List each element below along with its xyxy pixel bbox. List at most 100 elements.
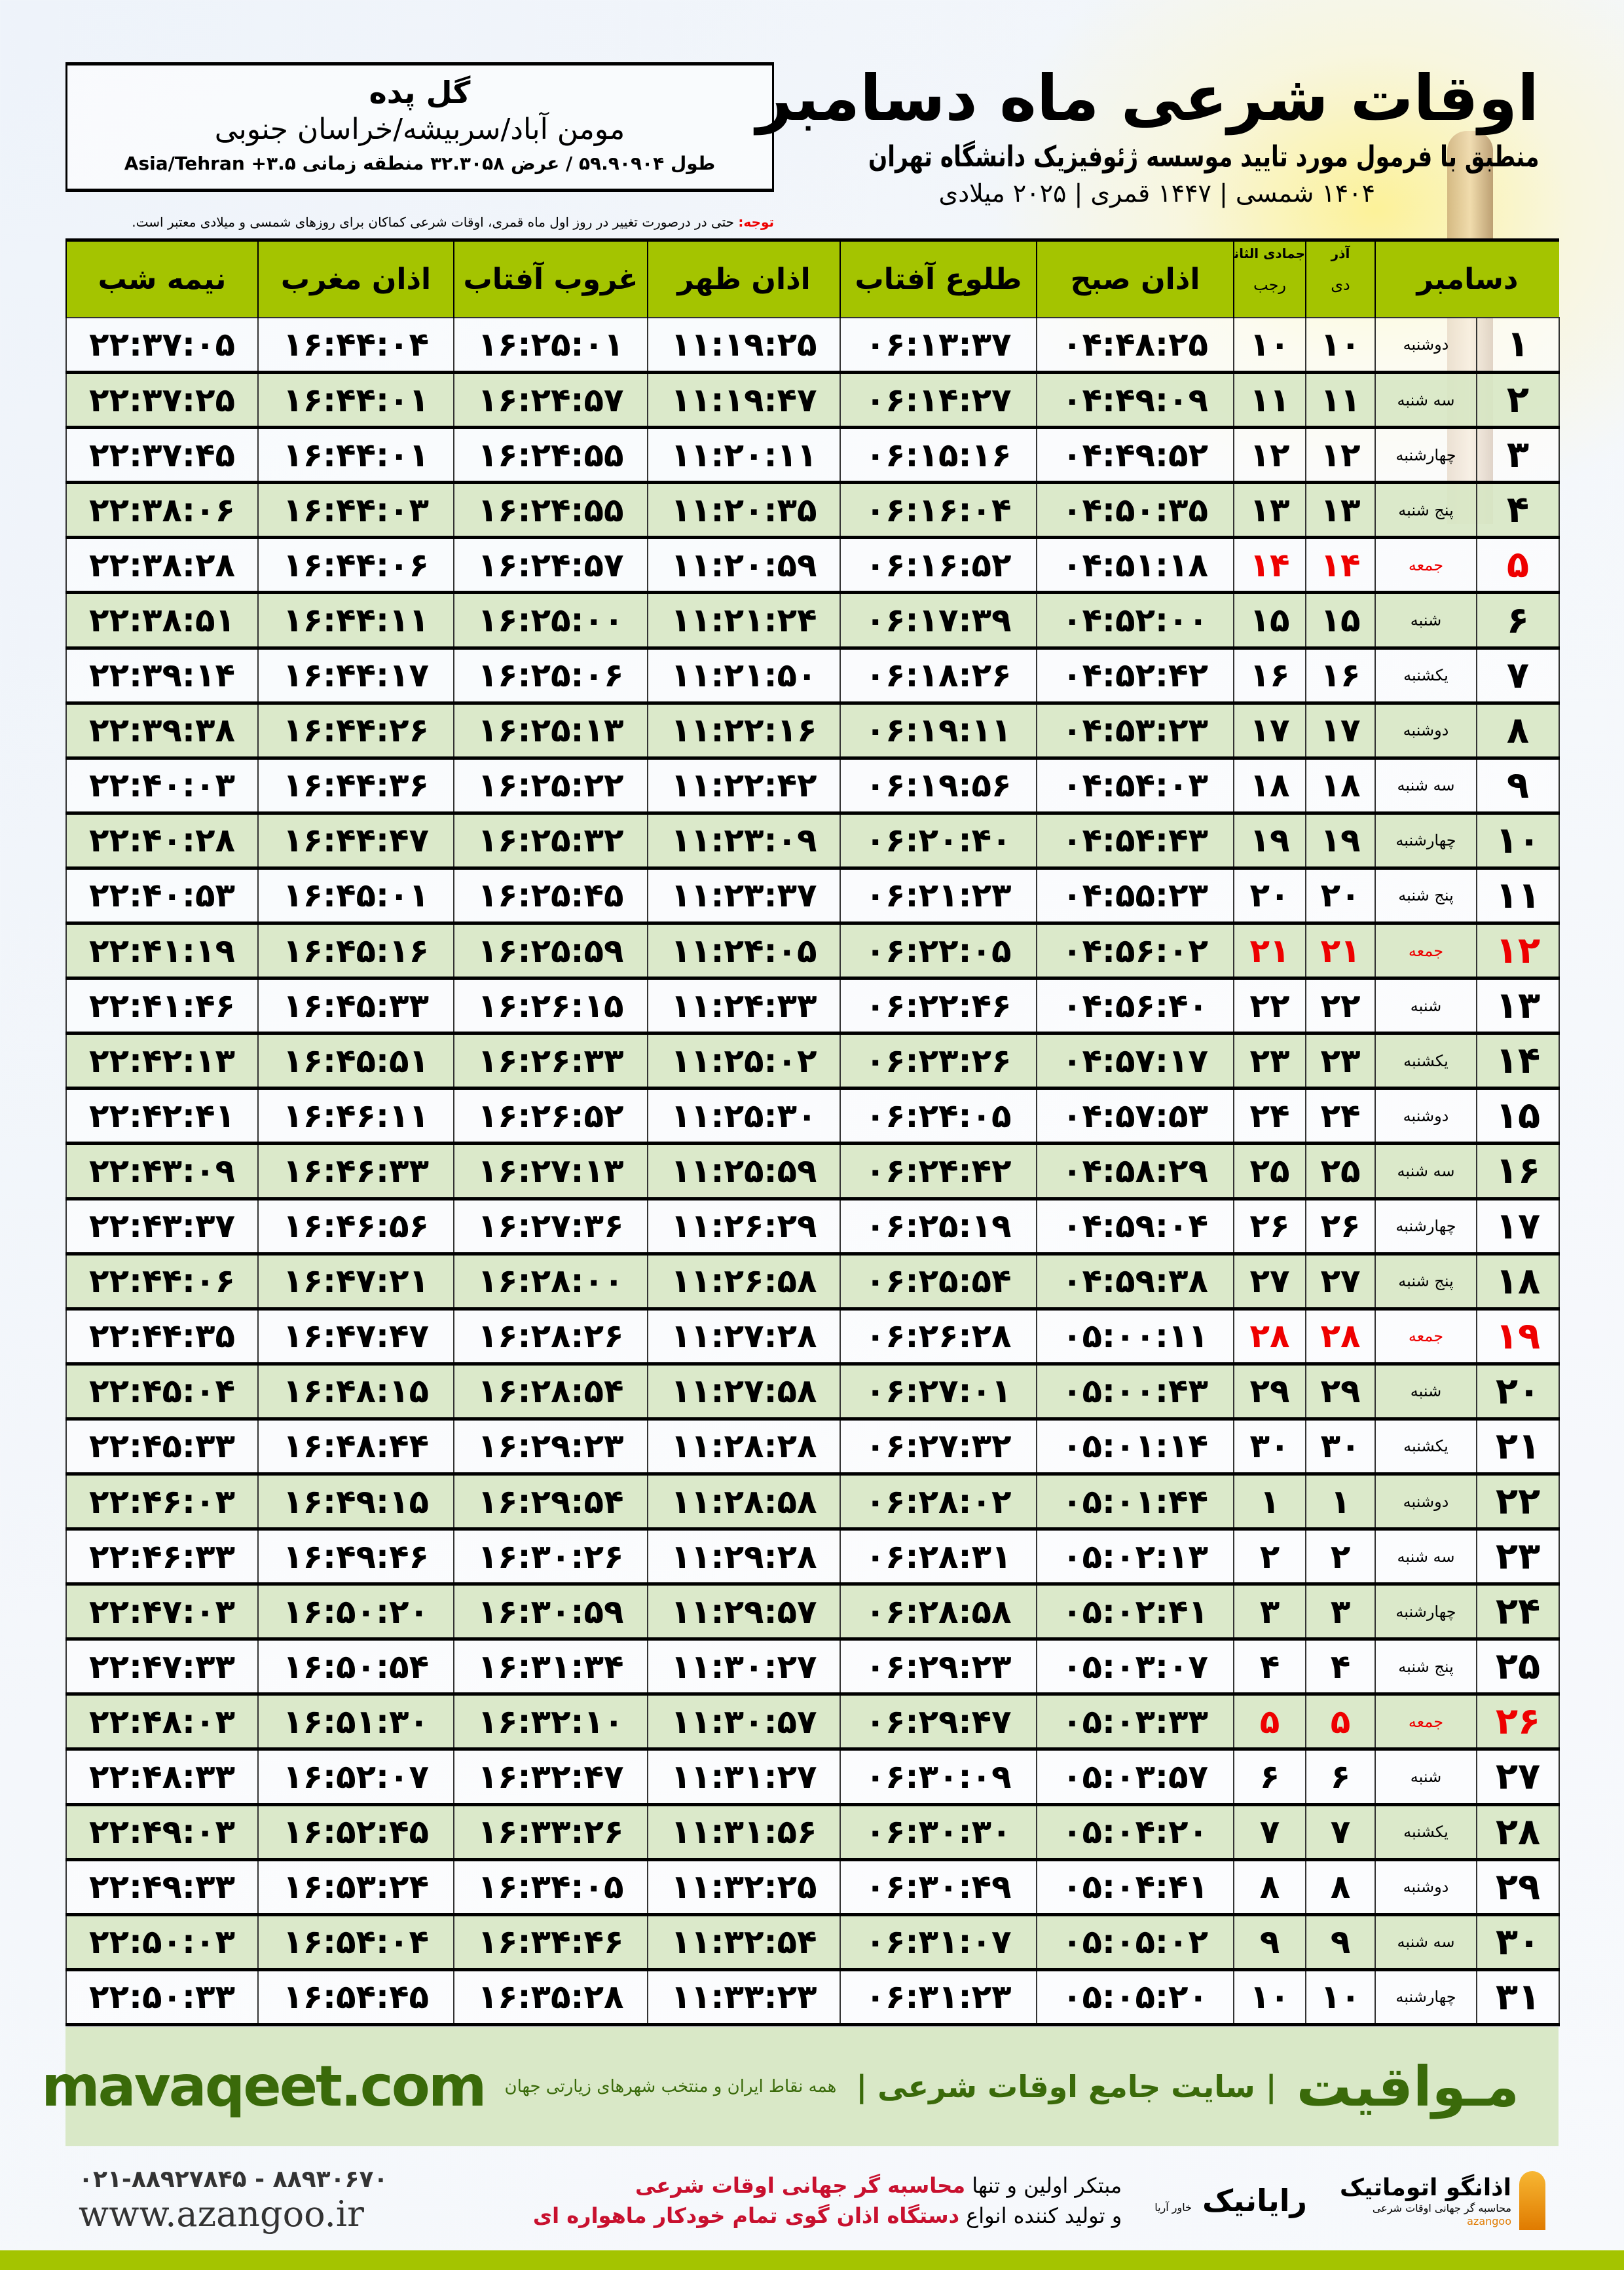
azangoo-link[interactable]: www.azangoo.ir — [79, 2193, 364, 2235]
qamari-day: ۲ — [1233, 1528, 1306, 1586]
sobh-time: ۰۴:۵۹:۳۸ — [1036, 1253, 1234, 1311]
table-row: ۱۷ چهارشنبه ۲۶ ۲۶ ۰۴:۵۹:۰۴ ۰۶:۲۵:۱۹ ۱۱:۲۶:۲۹ ۱۶… — [65, 1197, 1560, 1256]
nimeshab-time: ۲۲:۳۹:۱۴ — [65, 647, 259, 705]
maghreb-time: ۱۶:۵۰:۲۰ — [257, 1583, 454, 1641]
shamsi-day: ۲ — [1305, 1528, 1376, 1586]
nimeshab-time: ۲۲:۴۹:۰۳ — [65, 1804, 259, 1861]
zohr-time: ۱۱:۲۵:۵۹ — [647, 1142, 841, 1200]
tolu-time: ۰۶:۲۴:۰۵ — [840, 1087, 1037, 1145]
sobh-time: ۰۵:۰۳:۵۷ — [1036, 1748, 1234, 1806]
sobh-time: ۰۵:۰۱:۴۴ — [1036, 1473, 1234, 1531]
note-text: حتی در درصورت تغییر در روز اول ماه قمری،… — [132, 214, 739, 230]
tolu-time: ۰۶:۳۰:۰۹ — [840, 1748, 1037, 1806]
weekday: سه شنبه — [1374, 757, 1478, 815]
header-shamsi-sub: دی — [1331, 276, 1350, 294]
day-number: ۲۵ — [1476, 1638, 1560, 1696]
shamsi-day: ۱۸ — [1305, 757, 1376, 815]
zohr-time: ۱۱:۳۱:۲۷ — [647, 1748, 841, 1806]
sobh-time: ۰۴:۵۷:۵۳ — [1036, 1087, 1234, 1145]
day-number: ۲۴ — [1476, 1583, 1560, 1641]
table-body: ۱ دوشنبه ۱۰ ۱۰ ۰۴:۴۸:۲۵ ۰۶:۱۳:۳۷ ۱۱:۱۹:۲۵ ۱۶:۲۵… — [65, 316, 1560, 2026]
azangoo-logo-text: اذانگو اتوماتیک — [1339, 2174, 1511, 2202]
zohr-time: ۱۱:۲۷:۲۸ — [647, 1308, 841, 1366]
weekday: پنج شنبه — [1374, 481, 1478, 540]
location-coords: طول ۵۹.۹۰۹۰۴ / عرض ۳۲.۳۰۵۸ منطقه زمانی ۳… — [124, 153, 716, 174]
nimeshab-time: ۲۲:۴۱:۱۹ — [65, 922, 259, 980]
maghreb-time: ۱۶:۴۴:۲۶ — [257, 702, 454, 760]
sobh-time: ۰۵:۰۱:۱۴ — [1036, 1418, 1234, 1476]
location-box: گل پده مومن آباد/سربیشه/خراسان جنوبی طول… — [65, 62, 774, 192]
day-number: ۲۰ — [1476, 1363, 1560, 1421]
zohr-time: ۱۱:۲۹:۵۷ — [647, 1583, 841, 1641]
shamsi-day: ۲۲ — [1305, 977, 1376, 1035]
maghreb-time: ۱۶:۴۶:۱۱ — [257, 1087, 454, 1145]
sobh-time: ۰۴:۴۹:۵۲ — [1036, 426, 1234, 485]
ghorub-time: ۱۶:۲۵:۵۹ — [453, 922, 648, 980]
tolu-time: ۰۶:۱۴:۲۷ — [840, 371, 1037, 430]
zohr-time: ۱۱:۳۲:۵۴ — [647, 1914, 841, 1971]
qamari-day: ۲۴ — [1233, 1087, 1306, 1145]
weekday: سه شنبه — [1374, 1142, 1478, 1200]
table-row: ۲۷ شنبه ۶ ۶ ۰۵:۰۳:۵۷ ۰۶:۳۰:۰۹ ۱۱:۳۱:۲۷ ۱۶:۳۲:۴۷… — [65, 1748, 1560, 1806]
qamari-day: ۱۲ — [1233, 426, 1306, 485]
day-number: ۸ — [1476, 702, 1560, 760]
nimeshab-time: ۲۲:۳۹:۳۸ — [65, 702, 259, 760]
table-row: ۲۰ شنبه ۲۹ ۲۹ ۰۵:۰۰:۴۳ ۰۶:۲۷:۰۱ ۱۱:۲۷:۵۸ ۱۶:۲۸:… — [65, 1363, 1560, 1421]
weekday: سه شنبه — [1374, 1914, 1478, 1971]
mavaqeet-link[interactable]: mavaqeet.com — [41, 2054, 487, 2119]
qamari-day: ۲۲ — [1233, 977, 1306, 1035]
weekday: پنج شنبه — [1374, 1638, 1478, 1696]
nimeshab-time: ۲۲:۴۴:۰۶ — [65, 1253, 259, 1311]
ad-text: مبتکر اولین و تنها محاسبه گر جهانی اوقات… — [533, 2170, 1122, 2231]
maghreb-time: ۱۶:۵۳:۲۴ — [257, 1859, 454, 1916]
ghorub-time: ۱۶:۲۵:۱۳ — [453, 702, 648, 760]
table-header-row: دسامبر آذر دی جمادی الثانی رجب اذان صبح طل… — [65, 238, 1560, 318]
day-number: ۱۴ — [1476, 1032, 1560, 1090]
qamari-day: ۲۱ — [1233, 922, 1306, 980]
zohr-time: ۱۱:۲۸:۵۸ — [647, 1473, 841, 1531]
day-number: ۲۶ — [1476, 1693, 1560, 1751]
day-number: ۱۹ — [1476, 1308, 1560, 1366]
nimeshab-time: ۲۲:۴۷:۰۳ — [65, 1583, 259, 1641]
qamari-day: ۱۱ — [1233, 371, 1306, 430]
qamari-day: ۲۵ — [1233, 1142, 1306, 1200]
qamari-day: ۱ — [1233, 1473, 1306, 1531]
sobh-time: ۰۵:۰۲:۱۳ — [1036, 1528, 1234, 1586]
table-row: ۱ دوشنبه ۱۰ ۱۰ ۰۴:۴۸:۲۵ ۰۶:۱۳:۳۷ ۱۱:۱۹:۲۵ ۱۶:۲۵… — [65, 316, 1560, 375]
ghorub-time: ۱۶:۲۴:۵۷ — [453, 536, 648, 595]
weekday: دوشنبه — [1374, 1859, 1478, 1916]
ghorub-time: ۱۶:۳۲:۴۷ — [453, 1748, 648, 1806]
table-row: ۵ جمعه ۱۴ ۱۴ ۰۴:۵۱:۱۸ ۰۶:۱۶:۵۲ ۱۱:۲۰:۵۹ ۱۶:۲۴:۵… — [65, 536, 1560, 595]
sobh-time: ۰۴:۴۹:۰۹ — [1036, 371, 1234, 430]
sobh-time: ۰۵:۰۰:۴۳ — [1036, 1363, 1234, 1421]
header-shamsi: آذر دی — [1305, 238, 1375, 318]
qamari-day: ۲۷ — [1233, 1253, 1306, 1311]
shamsi-day: ۲۹ — [1305, 1363, 1376, 1421]
qamari-day: ۱۵ — [1233, 591, 1306, 650]
qamari-day: ۲۸ — [1233, 1308, 1306, 1366]
nimeshab-time: ۲۲:۴۴:۳۵ — [65, 1308, 259, 1366]
shamsi-day: ۱۰ — [1305, 316, 1376, 375]
rayanik-text: رایانیک — [1202, 2183, 1307, 2218]
tolu-time: ۰۶:۳۰:۳۰ — [840, 1804, 1037, 1861]
sobh-time: ۰۵:۰۵:۲۰ — [1036, 1969, 1234, 2026]
weekday: پنج شنبه — [1374, 867, 1478, 925]
ghorub-time: ۱۶:۲۴:۵۵ — [453, 481, 648, 540]
maghreb-time: ۱۶:۴۶:۵۶ — [257, 1197, 454, 1256]
zohr-time: ۱۱:۲۴:۰۵ — [647, 922, 841, 980]
azangoo-logo-latin: azangoo — [1467, 2214, 1511, 2227]
day-number: ۱۱ — [1476, 867, 1560, 925]
shamsi-day: ۱۳ — [1305, 481, 1376, 540]
ghorub-time: ۱۶:۲۵:۳۲ — [453, 812, 648, 870]
shamsi-day: ۵ — [1305, 1693, 1376, 1751]
tolu-time: ۰۶:۱۸:۲۶ — [840, 647, 1037, 705]
weekday: شنبه — [1374, 591, 1478, 650]
ghorub-time: ۱۶:۳۵:۲۸ — [453, 1969, 648, 2026]
tolu-time: ۰۶:۲۸:۰۲ — [840, 1473, 1037, 1531]
tolu-time: ۰۶:۲۳:۲۶ — [840, 1032, 1037, 1090]
page-subtitle: منطبق با فرمول مورد تایید موسسه ژئوفیزیک… — [868, 140, 1539, 174]
ghorub-time: ۱۶:۲۷:۱۳ — [453, 1142, 648, 1200]
prayer-times-table: دسامبر آذر دی جمادی الثانی رجب اذان صبح طل… — [65, 238, 1560, 2026]
zohr-time: ۱۱:۱۹:۴۷ — [647, 371, 841, 430]
tolu-time: ۰۶:۱۹:۱۱ — [840, 702, 1037, 760]
